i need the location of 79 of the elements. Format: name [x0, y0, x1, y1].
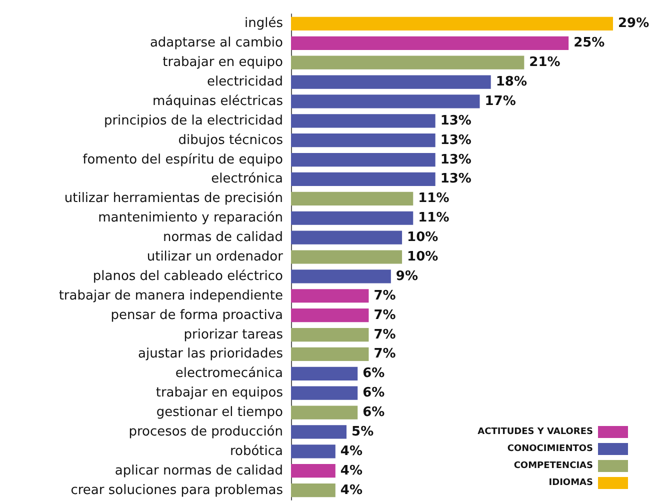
- y-tick-label: mantenimiento y reparación: [98, 210, 283, 226]
- data-label: 13%: [440, 113, 472, 128]
- bar: [291, 36, 569, 50]
- data-label: 4%: [340, 482, 362, 498]
- bar: [291, 172, 436, 186]
- data-label: 13%: [440, 152, 472, 168]
- data-label: 21%: [529, 55, 560, 70]
- y-tick-label: crear soluciones para problemas: [70, 482, 284, 498]
- bar: [291, 347, 369, 362]
- y-tick-label: electromecánica: [175, 366, 283, 382]
- bar: [291, 444, 336, 458]
- y-tick-label: utilizar herramientas de precisión: [64, 191, 283, 206]
- data-label: 29%: [618, 16, 650, 32]
- bar: [291, 16, 613, 31]
- y-tick-label: electrónica: [211, 172, 283, 187]
- y-tick-label: planos del cableado eléctrico: [92, 268, 284, 284]
- data-label: 25%: [574, 36, 605, 51]
- bar: [291, 483, 336, 498]
- y-tick-label: electricidad: [206, 74, 283, 90]
- legend-label: COMPETENCIAS: [514, 461, 593, 471]
- bar: [291, 425, 347, 439]
- bar: [291, 152, 436, 167]
- bar: [291, 464, 336, 478]
- y-tick-label: robótica: [230, 444, 283, 459]
- bar: [291, 386, 358, 400]
- data-label: 9%: [396, 268, 418, 284]
- bar: [291, 211, 414, 225]
- y-tick-label: aplicar normas de calidad: [114, 463, 283, 478]
- bar: [291, 94, 480, 108]
- data-label: 4%: [340, 444, 362, 459]
- data-label: 13%: [440, 132, 472, 148]
- y-tick-label: normas de calidad: [162, 230, 283, 246]
- data-label: 18%: [496, 74, 527, 90]
- bar: [291, 270, 391, 284]
- bar: [291, 250, 402, 264]
- bar: [291, 56, 524, 70]
- y-tick-label: inglés: [244, 16, 284, 32]
- data-label: 6%: [362, 366, 385, 382]
- bar: [291, 366, 358, 380]
- y-tick-label: máquinas eléctricas: [152, 94, 284, 109]
- data-label: 6%: [362, 386, 385, 401]
- data-label: 10%: [407, 230, 438, 246]
- data-label: 13%: [440, 172, 472, 187]
- legend-label: CONOCIMIENTOS: [507, 444, 593, 454]
- y-tick-label: dibujos técnicos: [178, 132, 284, 148]
- y-tick-label: principios de la electricidad: [104, 113, 283, 128]
- legend-label: IDIOMAS: [548, 478, 593, 488]
- data-label: 7%: [374, 346, 396, 362]
- bar: [291, 406, 358, 420]
- data-label: 11%: [418, 191, 450, 206]
- bar: [291, 230, 402, 244]
- y-tick-label: fomento del espíritu de equipo: [82, 152, 284, 168]
- data-label: 7%: [374, 288, 396, 304]
- legend-label: ACTITUDES Y VALORES: [478, 427, 593, 437]
- bar: [291, 192, 414, 206]
- y-tick-label: ajustar las prioridades: [138, 346, 284, 362]
- y-tick-label: trabajar en equipo: [162, 55, 284, 70]
- y-tick-label: trabajar de manera independiente: [58, 288, 283, 304]
- y-tick-label: utilizar un ordenador: [146, 250, 284, 264]
- bar: [291, 308, 369, 322]
- bar: [291, 114, 436, 128]
- y-tick-label: adaptarse al cambio: [150, 36, 284, 51]
- bar: [291, 328, 369, 342]
- data-label: 17%: [484, 94, 516, 109]
- y-tick-label: gestionar el tiempo: [156, 405, 284, 420]
- data-label: 11%: [418, 210, 450, 226]
- bar: [291, 134, 436, 148]
- bar: [291, 75, 491, 89]
- y-tick-label: priorizar tareas: [184, 327, 284, 342]
- data-label: 5%: [352, 424, 374, 440]
- data-label: 10%: [407, 250, 438, 264]
- bar: [291, 289, 369, 303]
- y-tick-label: pensar de forma proactiva: [110, 308, 283, 323]
- data-label: 7%: [374, 308, 396, 323]
- y-tick-label: trabajar en equipos: [156, 386, 284, 401]
- y-tick-label: procesos de producción: [128, 424, 283, 440]
- data-label: 7%: [374, 327, 396, 342]
- data-label: 4%: [340, 463, 362, 478]
- data-label: 6%: [362, 405, 385, 420]
